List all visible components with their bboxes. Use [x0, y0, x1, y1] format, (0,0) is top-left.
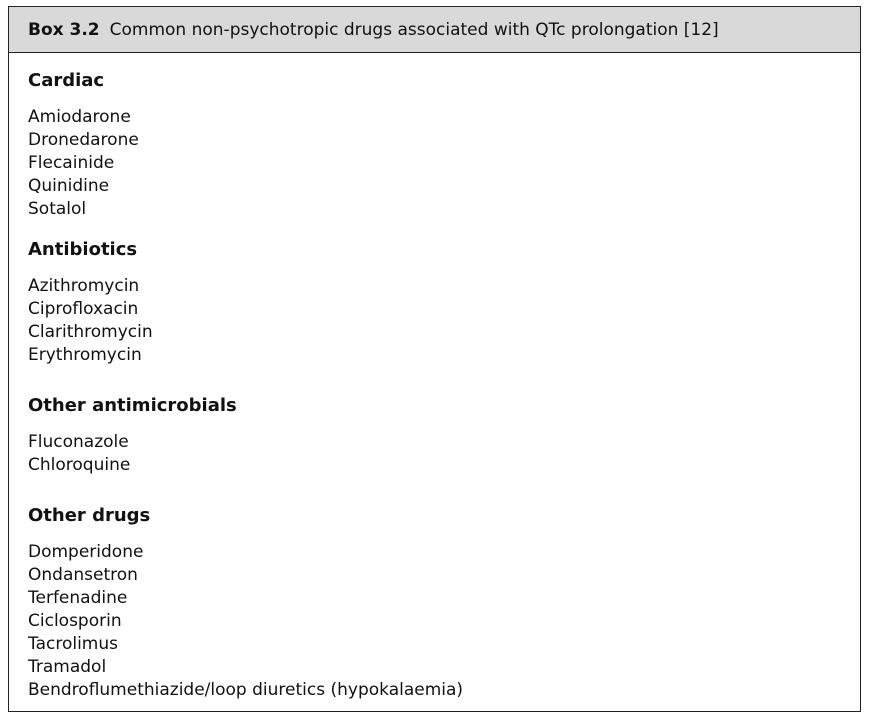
section-heading: Antibiotics: [28, 239, 138, 260]
list-item: Amiodarone: [28, 107, 131, 127]
section-heading: Other antimicrobials: [28, 395, 237, 416]
list-item: Fluconazole: [28, 432, 129, 452]
list-item: Azithromycin: [28, 276, 140, 296]
list-item: Chloroquine: [28, 455, 131, 475]
list-item: Flecainide: [28, 153, 115, 173]
section-heading: Other drugs: [28, 505, 151, 526]
list-item: Ondansetron: [28, 565, 138, 585]
section-other-drugs: Other drugs Domperidone Ondansetron Terf…: [28, 505, 463, 702]
list-item: Ciclosporin: [28, 611, 122, 631]
drug-list: Fluconazole Chloroquine: [28, 431, 237, 477]
drug-list: Amiodarone Dronedarone Flecainide Quinid…: [28, 106, 139, 221]
section-cardiac: Cardiac Amiodarone Dronedarone Flecainid…: [28, 70, 139, 221]
info-box: Box 3.2 Common non-psychotropic drugs as…: [8, 6, 861, 712]
list-item: Tramadol: [28, 657, 107, 677]
box-label: Box 3.2: [28, 19, 100, 40]
drug-list: Domperidone Ondansetron Terfenadine Cicl…: [28, 541, 463, 702]
list-item: Quinidine: [28, 176, 110, 196]
list-item: Ciprofloxacin: [28, 299, 139, 319]
list-item: Sotalol: [28, 199, 87, 219]
list-item: Bendroflumethiazide/loop diuretics (hypo…: [28, 680, 464, 700]
list-item: Dronedarone: [28, 130, 139, 150]
list-item: Terfenadine: [28, 588, 128, 608]
list-item: Tacrolimus: [28, 634, 118, 654]
section-heading: Cardiac: [28, 70, 105, 91]
drug-list: Azithromycin Ciprofloxacin Clarithromyci…: [28, 275, 153, 367]
box-title: Common non-psychotropic drugs associated…: [109, 19, 719, 40]
section-antibiotics: Antibiotics Azithromycin Ciprofloxacin C…: [28, 239, 153, 367]
list-item: Erythromycin: [28, 345, 142, 365]
list-item: Domperidone: [28, 542, 144, 562]
box-header: Box 3.2 Common non-psychotropic drugs as…: [9, 7, 860, 53]
list-item: Clarithromycin: [28, 322, 153, 342]
section-other-antimicrobials: Other antimicrobials Fluconazole Chloroq…: [28, 395, 237, 477]
